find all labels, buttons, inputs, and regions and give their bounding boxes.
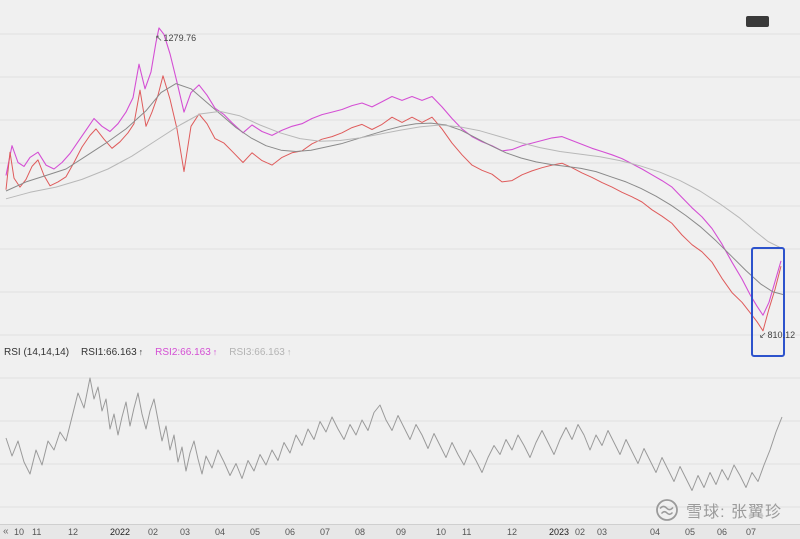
magenta-index-line (6, 28, 781, 315)
arrow-down-left-icon: ↙ (759, 330, 767, 340)
low-price-annotation: ↙810.12 (759, 330, 795, 341)
axis-tick-label-02[interactable]: 02 (575, 527, 585, 537)
low-price-value: 810.12 (768, 330, 796, 340)
rsi-indicator-labels: RSI (14,14,14) RSI1:66.163↑ RSI2:66.163↑… (4, 347, 291, 358)
rsi3-value-label: RSI3:66.163↑ (229, 347, 291, 358)
axis-tick-label-03[interactable]: 03 (597, 527, 607, 537)
dark-corner-marker (746, 16, 769, 27)
axis-tick-label-10[interactable]: 10 (14, 527, 24, 537)
rsi2-value-label: RSI2:66.163↑ (155, 347, 217, 358)
rsi1-value-label: RSI1:66.163↑ (81, 347, 143, 358)
axis-tick-label-02[interactable]: 02 (148, 527, 158, 537)
axis-tick-label-05[interactable]: 05 (685, 527, 695, 537)
peak-price-value: 1279.76 (164, 33, 197, 43)
up-arrow-icon: ↑ (139, 347, 144, 357)
rsi-line (6, 378, 782, 491)
axis-tick-label-06[interactable]: 06 (285, 527, 295, 537)
collapse-axis-icon[interactable]: « (3, 526, 9, 537)
price-and-rsi-chart-canvas[interactable] (0, 0, 800, 539)
axis-tick-label-03[interactable]: 03 (180, 527, 190, 537)
time-axis[interactable]: « 10 11 12 2022 02 03 04 05 06 07 08 09 10 11 12 2023 02… (0, 524, 800, 539)
axis-tick-label-2022[interactable]: 2022 (110, 527, 130, 537)
axis-tick-label-06[interactable]: 06 (717, 527, 727, 537)
axis-tick-label-10[interactable]: 10 (436, 527, 446, 537)
axis-tick-label-2023[interactable]: 2023 (549, 527, 569, 537)
axis-tick-label-12[interactable]: 12 (507, 527, 517, 537)
watermark-text: 雪球: 张翼珍 (686, 498, 782, 522)
axis-tick-label-09[interactable]: 09 (396, 527, 406, 537)
peak-price-annotation: ↖1279.76 (155, 33, 196, 44)
dark-gray-ma-line (6, 84, 783, 295)
axis-tick-label-07[interactable]: 07 (320, 527, 330, 537)
up-arrow-icon: ↑ (213, 347, 218, 357)
rsi1-value: RSI1:66.163 (81, 347, 137, 358)
axis-tick-label-11[interactable]: 11 (462, 527, 471, 537)
red-price-line (6, 76, 781, 331)
arrow-up-left-icon: ↖ (155, 33, 163, 43)
axis-tick-label-04[interactable]: 04 (650, 527, 660, 537)
rsi3-value: RSI3:66.163 (229, 347, 285, 358)
stock-chart-screen: ↖1279.76 ↙810.12 RSI (14,14,14) RSI1:66.… (0, 0, 800, 539)
axis-tick-label-11[interactable]: 11 (32, 527, 41, 537)
up-arrow-icon: ↑ (287, 347, 292, 357)
rsi2-value: RSI2:66.163 (155, 347, 211, 358)
axis-tick-label-07[interactable]: 07 (746, 527, 756, 537)
watermark: 雪球: 张翼珍 (655, 498, 782, 522)
rsi-params-label[interactable]: RSI (14,14,14) (4, 347, 69, 358)
xueqiu-logo-icon (655, 498, 679, 522)
axis-tick-label-08[interactable]: 08 (355, 527, 365, 537)
axis-tick-label-05[interactable]: 05 (250, 527, 260, 537)
axis-tick-label-04[interactable]: 04 (215, 527, 225, 537)
axis-tick-label-12[interactable]: 12 (68, 527, 78, 537)
